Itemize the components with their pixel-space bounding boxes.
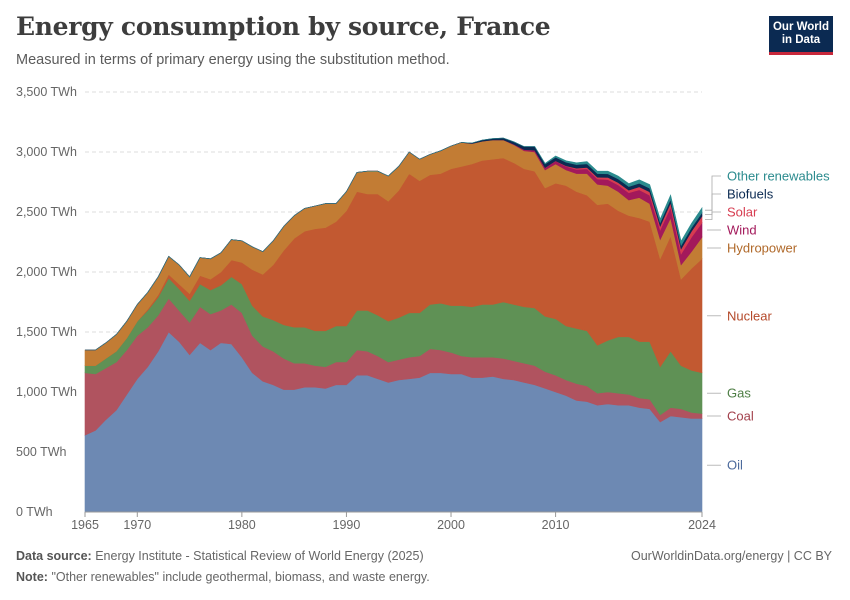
- legend-label-other-renewables: Other renewables: [727, 169, 830, 184]
- x-tick-label: 2024: [688, 518, 716, 532]
- chart-subtitle: Measured in terms of primary energy usin…: [16, 52, 450, 68]
- y-tick-label: 500 TWh: [16, 445, 67, 459]
- legend-label-biofuels: Biofuels: [727, 187, 774, 202]
- source-label: Data source:: [16, 549, 92, 563]
- x-tick-label: 2000: [437, 518, 465, 532]
- note-text: "Other renewables" include geothermal, b…: [51, 570, 430, 584]
- legend-label-wind: Wind: [727, 223, 757, 238]
- legend-label-coal: Coal: [727, 409, 754, 424]
- logo-line-1: Our World: [772, 21, 829, 33]
- y-tick-label: 1,000 TWh: [16, 385, 77, 399]
- y-tick-label: 3,500 TWh: [16, 85, 77, 99]
- y-tick-label: 1,500 TWh: [16, 325, 77, 339]
- note-label: Note:: [16, 570, 48, 584]
- y-tick-label: 3,000 TWh: [16, 145, 77, 159]
- logo-line-2: in Data: [781, 34, 821, 46]
- credit-link[interactable]: OurWorldinData.org/energy | CC BY: [630, 549, 832, 563]
- legend-label-solar: Solar: [727, 205, 758, 220]
- legend-connector: [705, 211, 721, 220]
- legend-connector: [705, 193, 721, 215]
- legend-label-hydropower: Hydropower: [727, 241, 798, 256]
- chart-title: Energy consumption by source, France: [16, 12, 551, 41]
- legend-label-gas: Gas: [727, 386, 751, 401]
- source-text[interactable]: Energy Institute - Statistical Review of…: [95, 549, 424, 563]
- y-tick-label: 2,000 TWh: [16, 265, 77, 279]
- note: Note: "Other renewables" include geother…: [16, 570, 430, 584]
- y-tick-label: 2,500 TWh: [16, 205, 77, 219]
- x-tick-label: 1965: [71, 518, 99, 532]
- area-other-renewables: [85, 137, 703, 351]
- x-tick-label: 1980: [228, 518, 256, 532]
- data-source: Data source: Energy Institute - Statisti…: [16, 549, 424, 563]
- owid-logo[interactable]: Our World in Data: [769, 16, 833, 55]
- legend-connector: [705, 175, 721, 211]
- y-tick-label: 0 TWh: [16, 505, 53, 519]
- legend-label-nuclear: Nuclear: [727, 308, 772, 323]
- x-tick-label: 2010: [542, 518, 570, 532]
- x-tick-label: 1990: [333, 518, 361, 532]
- x-tick-label: 1970: [123, 518, 151, 532]
- legend-label-oil: Oil: [727, 458, 743, 473]
